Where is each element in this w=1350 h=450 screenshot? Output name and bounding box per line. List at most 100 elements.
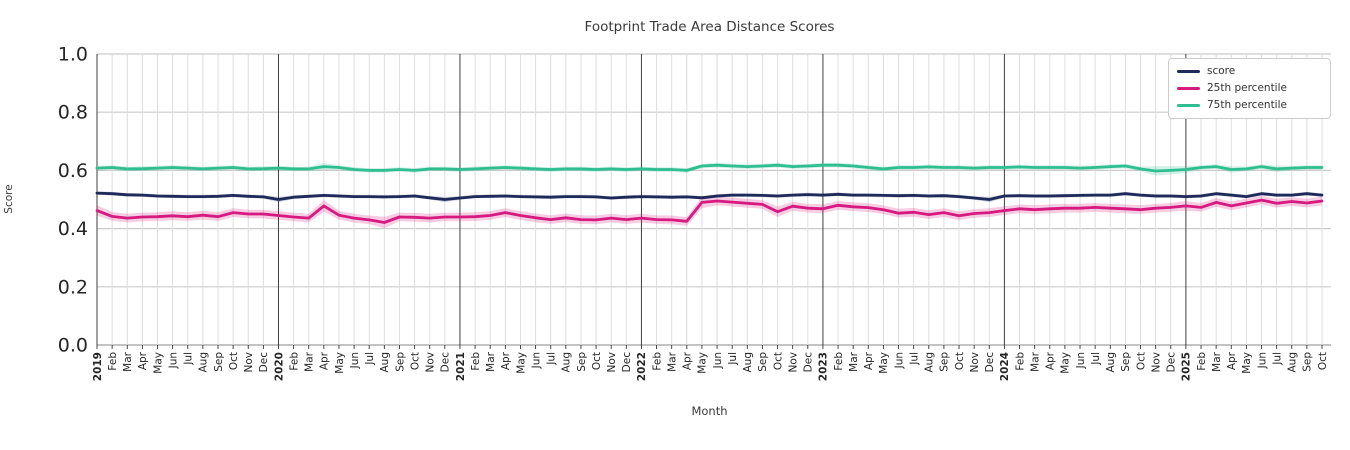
x-tick-label: Jul (908, 352, 920, 366)
x-tick-label: Mar (1029, 351, 1041, 371)
x-tick-label: Mar (304, 351, 316, 371)
x-tick-label: 2023 (818, 352, 830, 381)
series-line-75th-percentile (95, 163, 1324, 173)
x-tick-label: Jul (364, 352, 376, 366)
x-tick-label: Sep (394, 352, 406, 372)
x-tick-label: Apr (863, 351, 875, 370)
x-tick-label: 2019 (92, 352, 104, 381)
x-tick-label: Sep (939, 352, 951, 372)
x-tick-label: Nov (969, 352, 981, 373)
x-tick-label: Feb (833, 352, 845, 371)
x-tick-label: Mar (848, 351, 860, 371)
x-tick-label: Dec (1166, 352, 1178, 373)
x-tick-label: Dec (621, 352, 633, 373)
x-tick-label: Nov (1150, 352, 1162, 373)
legend-line-swatch-score (1177, 70, 1200, 73)
x-tick-label: Sep (213, 352, 225, 372)
x-tick-label: Jul (1271, 352, 1283, 366)
x-tick-label: May (1060, 352, 1072, 374)
y-tick-label: 0.0 (58, 335, 88, 357)
x-tick-label: 2021 (455, 352, 467, 381)
x-tick-label: Sep (1302, 352, 1314, 372)
legend-item-75th-percentile: 75th percentile (1177, 99, 1322, 112)
x-tick-label: Sep (757, 352, 769, 372)
x-tick-label: Nov (787, 352, 799, 373)
x-tick-label: May (1241, 352, 1253, 374)
y-tick-label: 0.2 (58, 276, 88, 298)
confidence-band-25th-percentile (97, 195, 1322, 229)
x-tick-label: Apr (319, 351, 331, 370)
x-tick-label: Apr (500, 351, 512, 370)
x-tick-label: Apr (1226, 351, 1238, 370)
legend-line-swatch-25th-percentile (1177, 87, 1200, 90)
x-tick-label: Dec (984, 352, 996, 373)
x-tick-label: Jul (727, 352, 739, 366)
x-tick-label: Feb (1014, 352, 1026, 371)
legend-label-75th-percentile: 75th percentile (1207, 99, 1287, 111)
x-tick-label: 2022 (636, 352, 648, 381)
x-tick-label: Feb (1196, 352, 1208, 371)
x-tick-label: Oct (591, 352, 603, 370)
x-tick-label: Mar (122, 351, 134, 371)
x-tick-label: Nov (606, 352, 618, 373)
x-axis-label: Month (691, 404, 728, 418)
x-tick-label: Dec (440, 352, 452, 373)
x-tick-label: Jun (167, 352, 179, 369)
series-line-score (95, 191, 1324, 201)
x-tick-label: Apr (137, 351, 149, 370)
x-tick-label: Jun (712, 352, 724, 369)
x-tick-label: 2025 (1181, 352, 1193, 381)
x-tick-label: Feb (288, 352, 300, 371)
y-tick-label: 1.0 (58, 44, 88, 66)
x-tick-label: May (697, 352, 709, 374)
x-tick-label: Nov (243, 352, 255, 373)
x-tick-label: Oct (228, 352, 240, 370)
x-tick-label: Oct (409, 352, 421, 370)
x-tick-label: Oct (1135, 352, 1147, 370)
x-tick-label: Feb (470, 352, 482, 371)
x-tick-label: Mar (1211, 351, 1223, 371)
legend-item-score: score (1177, 65, 1322, 78)
x-tick-label: Aug (379, 352, 391, 373)
x-tick-label: 2020 (273, 352, 285, 381)
x-tick-label: Jun (349, 352, 361, 369)
y-tick-label: 0.6 (58, 160, 88, 182)
x-tick-label: Apr (682, 351, 694, 370)
x-tick-label: 2024 (999, 352, 1011, 381)
x-tick-label: Jun (1256, 352, 1268, 369)
series-line-25th-percentile (95, 198, 1324, 224)
legend-label-score: score (1207, 65, 1236, 77)
x-tick-label: Aug (742, 352, 754, 373)
x-tick-label: Mar (485, 351, 497, 371)
x-tick-label: Aug (924, 352, 936, 373)
legend-line-swatch-75th-percentile (1177, 104, 1200, 107)
x-tick-label: Jul (1090, 352, 1102, 366)
x-tick-label: Feb (651, 352, 663, 371)
x-tick-label: May (878, 352, 890, 374)
x-tick-label: Aug (1105, 352, 1117, 373)
x-tick-label: Jul (546, 352, 558, 366)
x-tick-label: Oct (954, 352, 966, 370)
legend: score 25th percentile 75th percentile (1168, 58, 1331, 119)
x-tick-label: Feb (107, 352, 119, 371)
x-tick-label: Sep (576, 352, 588, 372)
x-tick-label: May (152, 352, 164, 374)
x-tick-label: May (515, 352, 527, 374)
x-tick-label: Nov (425, 352, 437, 373)
y-tick-label: 0.8 (58, 102, 88, 124)
legend-item-25th-percentile: 25th percentile (1177, 82, 1322, 95)
x-tick-label: Dec (803, 352, 815, 373)
x-tick-label: Jun (1075, 352, 1087, 369)
x-tick-label: Aug (1287, 352, 1299, 373)
chart-title: Footprint Trade Area Distance Scores (584, 19, 835, 35)
x-tick-label: Jul (183, 352, 195, 366)
x-tick-label: Oct (1317, 352, 1329, 370)
x-tick-label: Apr (1045, 351, 1057, 370)
x-tick-label: Jun (893, 352, 905, 369)
y-tick-label: 0.4 (58, 218, 88, 240)
x-tick-label: Aug (198, 352, 210, 373)
x-tick-label: Mar (666, 351, 678, 371)
x-tick-label: Aug (561, 352, 573, 373)
x-tick-label: May (334, 352, 346, 374)
